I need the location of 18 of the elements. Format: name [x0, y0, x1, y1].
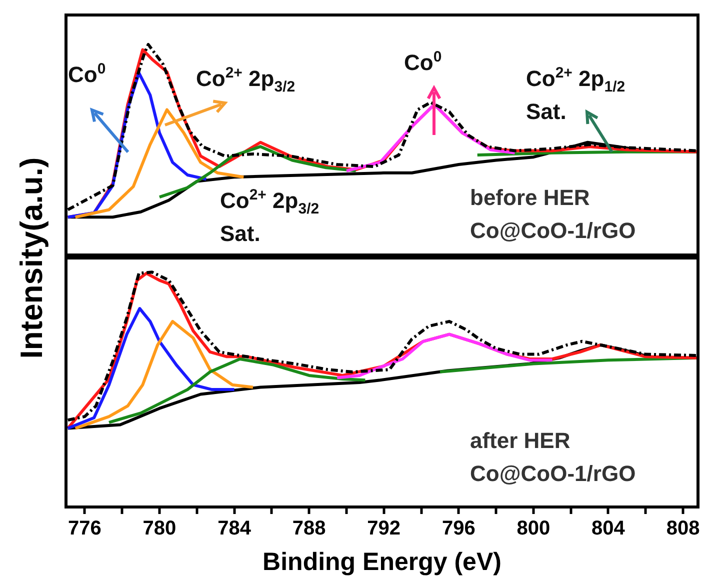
- annotation: Co$^{2+}$ 2p$_{3/2}$: [196, 64, 296, 96]
- x-tick-label: 804: [592, 518, 626, 540]
- annotation: after HER Co@CoO-1/rGO: [470, 427, 636, 488]
- x-tick-label: 796: [442, 518, 476, 540]
- x-tick-label: 776: [68, 518, 102, 540]
- text: Co$^{2+}$ 2p$_{1/2}$ Sat.: [526, 64, 626, 124]
- x-tick-label: 792: [367, 518, 401, 540]
- x-tick-label: 780: [142, 518, 176, 540]
- x-tick-label: 784: [218, 518, 252, 540]
- x-tick-label: 800: [516, 518, 550, 540]
- y-axis-title: Intensity(a.u.): [14, 157, 50, 359]
- annotation: Co$^{0}$: [404, 48, 442, 77]
- x-tick-label: 788: [292, 518, 326, 540]
- annotation: Co$^{0}$: [68, 60, 106, 89]
- annotation: before HER Co@CoO-1/rGO: [470, 184, 636, 245]
- x-tick-label: 808: [666, 518, 700, 540]
- text: Co$^{2+}$ 2p$_{3/2}$ Sat.: [220, 186, 320, 246]
- x-axis-title: Binding Energy (eV): [262, 548, 502, 576]
